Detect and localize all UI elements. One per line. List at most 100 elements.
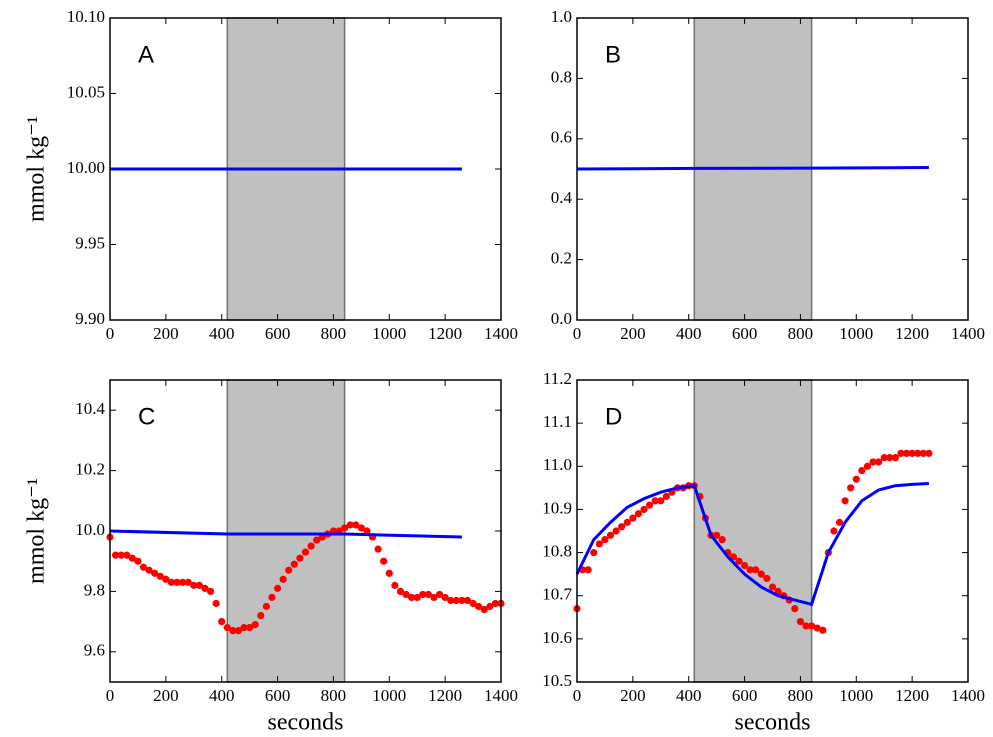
y-tick-label: 10.9 <box>542 498 572 517</box>
x-tick-label: 1400 <box>951 686 985 705</box>
data-point <box>391 581 399 589</box>
y-tick-label: 10.0 <box>75 520 105 539</box>
data-point <box>396 587 405 596</box>
data-point <box>279 575 287 583</box>
data-point <box>463 596 472 605</box>
data-point <box>290 560 298 568</box>
data-point <box>713 531 721 539</box>
data-point <box>374 545 382 553</box>
data-point <box>858 467 866 475</box>
x-tick-label: 1000 <box>372 324 406 343</box>
data-point <box>240 624 248 632</box>
data-point <box>886 454 894 462</box>
data-point <box>273 584 282 592</box>
y-tick-label: 0.4 <box>551 188 573 207</box>
plot-frame <box>109 17 502 321</box>
y-tick-label: 10.2 <box>75 460 105 479</box>
y-tick-label: 10.7 <box>542 585 572 604</box>
plot-frame <box>576 17 969 321</box>
x-tick-label: 400 <box>209 324 235 343</box>
data-point <box>307 542 315 550</box>
y-tick-label: 9.6 <box>84 641 105 660</box>
data-point <box>640 505 648 514</box>
data-point <box>768 583 777 591</box>
data-point <box>612 527 620 535</box>
y-tick-label: 0.8 <box>551 67 572 86</box>
x-tick-label: 800 <box>321 324 347 343</box>
data-point <box>852 475 860 483</box>
data-point <box>257 611 265 620</box>
data-point <box>346 521 354 529</box>
data-point <box>145 566 153 574</box>
x-tick-label: 0 <box>573 324 582 343</box>
x-tick-label: 400 <box>209 686 235 705</box>
panel-letter: A <box>138 41 154 68</box>
data-point <box>841 497 849 505</box>
data-point <box>313 536 321 544</box>
data-point <box>151 569 159 577</box>
data-point <box>452 596 460 605</box>
x-tick-label: 1000 <box>839 686 873 705</box>
data-point <box>746 566 754 574</box>
panel-letter: D <box>605 403 622 430</box>
data-point <box>134 557 142 565</box>
data-point <box>201 584 209 592</box>
data-point <box>117 551 125 559</box>
x-tick-label: 1400 <box>484 324 518 343</box>
x-tick-label: 200 <box>153 324 179 343</box>
data-point <box>486 602 494 611</box>
model-line <box>576 165 929 171</box>
data-point <box>301 548 310 556</box>
data-point <box>402 590 410 599</box>
data-point <box>480 605 488 614</box>
data-point <box>808 622 816 630</box>
y-tick-label: 9.8 <box>84 580 105 599</box>
x-tick-label: 800 <box>321 686 347 705</box>
data-point <box>908 449 916 457</box>
data-point <box>447 596 455 605</box>
data-point <box>791 605 799 613</box>
panel-letter: C <box>138 403 155 430</box>
data-point <box>212 599 220 608</box>
x-tick-label: 600 <box>265 324 291 343</box>
data-point <box>424 590 432 599</box>
data-point <box>246 624 254 632</box>
data-point <box>629 514 637 522</box>
model-line <box>575 482 929 607</box>
x-tick-label: 800 <box>788 324 814 343</box>
x-tick-label: 400 <box>676 686 702 705</box>
y-tick-label: 0.0 <box>551 309 572 328</box>
data-point <box>430 593 438 602</box>
data-point <box>357 524 365 532</box>
plot-frame <box>109 379 502 683</box>
data-point <box>919 449 927 457</box>
data-point <box>813 624 821 632</box>
data-point <box>469 599 477 608</box>
data-point <box>606 531 615 539</box>
data-point <box>419 590 427 599</box>
data-point <box>835 518 844 526</box>
data-point <box>735 557 743 565</box>
data-point <box>914 449 922 457</box>
x-tick-label: 600 <box>732 324 758 343</box>
y-tick-label: 10.5 <box>542 671 572 690</box>
data-point <box>891 454 899 462</box>
data-point <box>156 572 164 580</box>
data-point <box>190 581 198 589</box>
data-point <box>819 626 827 634</box>
data-point <box>880 454 888 462</box>
data-point <box>296 554 304 562</box>
data-point <box>590 548 598 557</box>
x-tick-label: 1000 <box>372 686 406 705</box>
x-tick-label: 0 <box>573 686 582 705</box>
data-point <box>162 575 170 583</box>
data-point <box>111 551 120 559</box>
data-point <box>413 593 421 602</box>
y-tick-label: 0.6 <box>551 128 572 147</box>
data-point <box>634 510 643 518</box>
x-tick-label: 1200 <box>895 686 929 705</box>
data-point <box>902 449 911 457</box>
data-point <box>206 587 215 596</box>
y-tick-label: 11.0 <box>543 455 572 474</box>
